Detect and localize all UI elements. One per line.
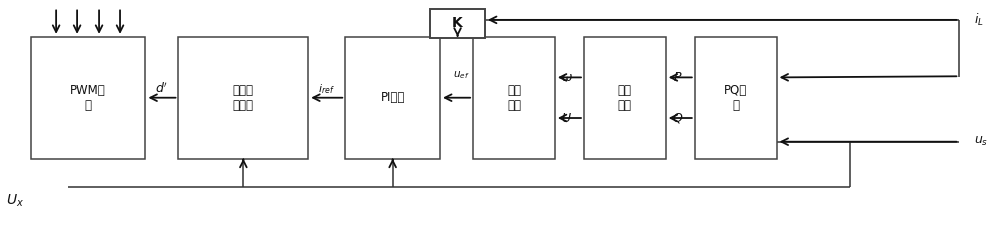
- FancyBboxPatch shape: [31, 37, 145, 159]
- Text: $u_{ef}$: $u_{ef}$: [453, 69, 469, 81]
- FancyBboxPatch shape: [695, 37, 777, 159]
- Text: $i_{ref}$: $i_{ref}$: [318, 82, 335, 96]
- Text: 无差拍
控制器: 无差拍 控制器: [233, 84, 254, 112]
- FancyBboxPatch shape: [345, 37, 440, 159]
- FancyBboxPatch shape: [473, 37, 555, 159]
- FancyBboxPatch shape: [584, 37, 666, 159]
- Text: $i_L$: $i_L$: [974, 12, 984, 28]
- Text: $d'$: $d'$: [155, 81, 169, 96]
- Text: PWM控
制: PWM控 制: [70, 84, 106, 112]
- Text: $Q$: $Q$: [672, 111, 683, 125]
- Text: 电压
合成: 电压 合成: [507, 84, 521, 112]
- Text: $U$: $U$: [561, 111, 572, 125]
- Text: $U_x$: $U_x$: [6, 192, 24, 209]
- Text: $u_s$: $u_s$: [974, 135, 989, 148]
- Text: PQ计
算: PQ计 算: [724, 84, 747, 112]
- Text: PI控制: PI控制: [380, 91, 405, 104]
- Text: 下垂
控制: 下垂 控制: [618, 84, 632, 112]
- FancyBboxPatch shape: [430, 9, 485, 38]
- FancyBboxPatch shape: [178, 37, 308, 159]
- Text: K: K: [452, 16, 463, 30]
- Text: $P$: $P$: [673, 71, 683, 84]
- Text: $\omega$: $\omega$: [561, 71, 573, 84]
